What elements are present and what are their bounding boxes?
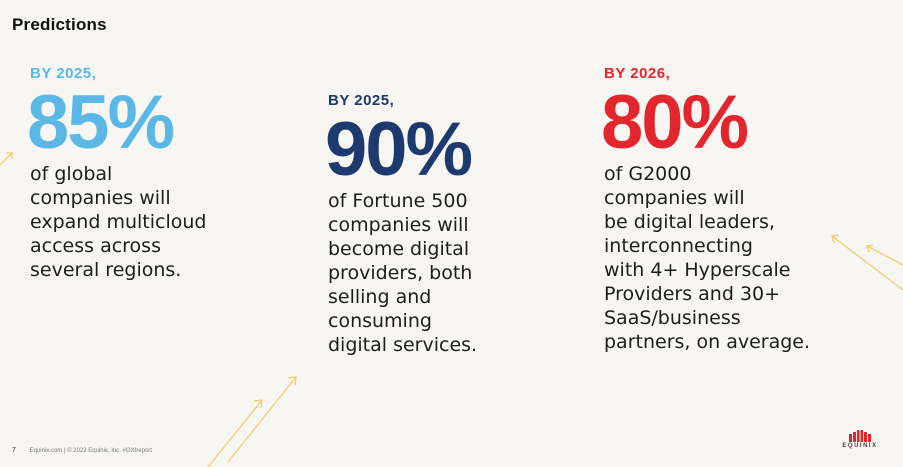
- percent-stat: 90%: [325, 107, 473, 192]
- footer: 7 Equinix.com | © 2022 Equinix, Inc. #GX…: [12, 447, 152, 454]
- percent-stat: 80%: [601, 80, 749, 165]
- year-label: BY 2026,: [604, 65, 671, 82]
- year-label: BY 2025,: [328, 92, 395, 109]
- page-number: 7: [12, 447, 16, 454]
- logo-wordmark: EQUINIX: [842, 443, 878, 449]
- year-label: BY 2025,: [30, 65, 97, 82]
- prediction-multicloud: BY 2025, 85% of global companies will ex…: [27, 65, 207, 282]
- prediction-description: of Fortune 500 companies will become dig…: [328, 190, 478, 356]
- footer-text: Equinix.com | © 2022 Equinix, Inc. #GXIr…: [29, 448, 152, 454]
- prediction-description: of G2000 companies will be digital leade…: [604, 163, 811, 353]
- equinix-logo-icon: [849, 430, 871, 442]
- equinix-logo: EQUINIX: [838, 430, 882, 449]
- slide-title: Predictions: [12, 15, 107, 34]
- prediction-description: of global companies will expand multiclo…: [30, 163, 207, 281]
- percent-stat: 85%: [27, 80, 175, 165]
- prediction-digital-providers: BY 2025, 90% of Fortune 500 companies wi…: [325, 92, 478, 357]
- prediction-digital-leaders: BY 2026, 80% of G2000 companies will be …: [601, 65, 811, 354]
